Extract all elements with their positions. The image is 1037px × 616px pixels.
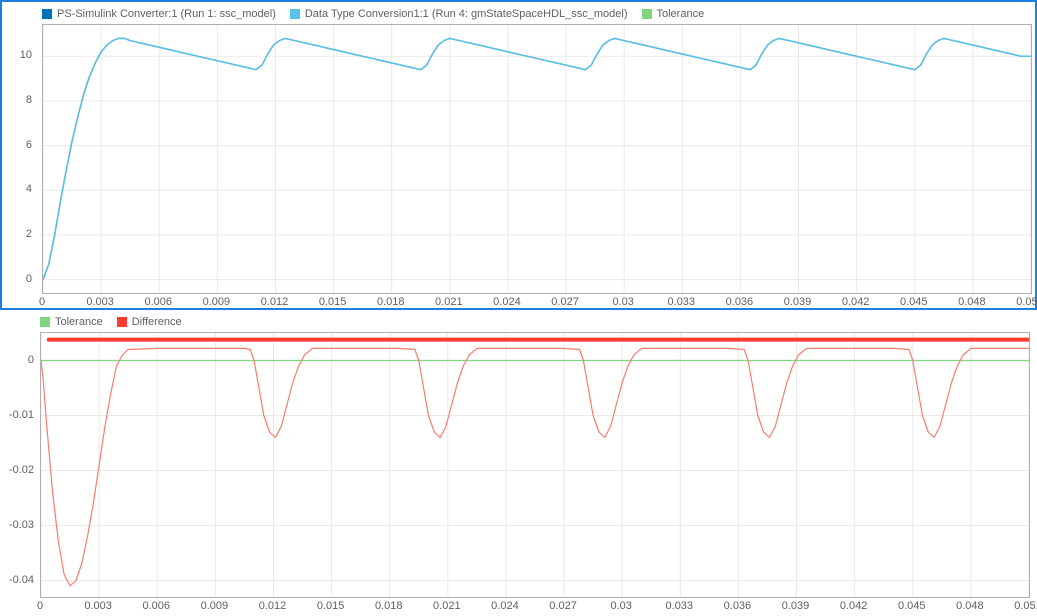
x-tick-label: 0.012 xyxy=(261,296,289,308)
x-tick-label: 0.048 xyxy=(958,296,986,308)
x-tick-label: 0.039 xyxy=(784,296,812,308)
x-tick-label: 0.039 xyxy=(782,600,810,612)
legend-item: Tolerance xyxy=(642,8,705,20)
y-tick-label: 6 xyxy=(26,139,32,151)
plot-svg xyxy=(43,25,1031,293)
series-ps-simulink xyxy=(43,38,1031,279)
x-tick-label: 0.009 xyxy=(203,296,231,308)
legend-item: Difference xyxy=(117,316,182,328)
x-tick-label: 0.042 xyxy=(840,600,868,612)
x-tick-label: 0.015 xyxy=(317,600,345,612)
x-tick-label: 0.036 xyxy=(726,296,754,308)
plot-area-signals[interactable] xyxy=(42,24,1032,294)
x-tick-label: 0.009 xyxy=(201,600,229,612)
x-tick-label: 0.027 xyxy=(551,296,579,308)
plot-area-difference[interactable] xyxy=(40,332,1030,598)
x-tick-label: 0.033 xyxy=(666,600,694,612)
y-tick-label: -0.02 xyxy=(9,464,34,476)
x-tick-label: 0.027 xyxy=(549,600,577,612)
y-tick-label: 2 xyxy=(26,228,32,240)
y-tick-label: 8 xyxy=(26,94,32,106)
x-tick-label: 0.003 xyxy=(84,600,112,612)
x-tick-label: 0.012 xyxy=(259,600,287,612)
x-tick-label: 0.024 xyxy=(491,600,519,612)
x-tick-label: 0.006 xyxy=(142,600,170,612)
x-tick-label: 0.036 xyxy=(724,600,752,612)
x-tick-label: 0.03 xyxy=(612,296,633,308)
y-tick-label: -0.04 xyxy=(9,574,34,586)
legend-item: Data Type Conversion1:1 (Run 4: gmStateS… xyxy=(290,8,628,20)
y-tick-label: 10 xyxy=(20,49,32,61)
x-tick-label: 0.033 xyxy=(668,296,696,308)
x-tick-label: 0.018 xyxy=(375,600,403,612)
legend-swatch xyxy=(40,317,50,327)
y-tick-label: 0 xyxy=(28,354,34,366)
legend-label: Tolerance xyxy=(55,316,103,328)
chart-panel-difference[interactable]: Tolerance Difference 0 0.003 0.006 0.009 0.01… xyxy=(0,310,1037,616)
x-tick-label: 0.018 xyxy=(377,296,405,308)
x-tick-label: 0.051 xyxy=(1014,600,1037,612)
x-tick-label: 0.024 xyxy=(493,296,521,308)
plot-svg xyxy=(41,333,1029,597)
series-difference xyxy=(41,348,1029,586)
legend-difference: Tolerance Difference xyxy=(40,314,1029,330)
series-data-type-conversion xyxy=(43,38,1031,279)
y-tick-label: 0 xyxy=(26,273,32,285)
legend-label: PS-Simulink Converter:1 (Run 1: ssc_mode… xyxy=(57,8,276,20)
legend-item: PS-Simulink Converter:1 (Run 1: ssc_mode… xyxy=(42,8,276,20)
legend-swatch xyxy=(642,9,652,19)
x-tick-label: 0.045 xyxy=(898,600,926,612)
x-tick-label: 0.015 xyxy=(319,296,347,308)
y-tick-label: -0.03 xyxy=(9,519,34,531)
legend-swatch xyxy=(117,317,127,327)
x-tick-label: 0.051 xyxy=(1016,296,1037,308)
legend-swatch xyxy=(290,9,300,19)
x-tick-label: 0 xyxy=(39,296,45,308)
legend-swatch xyxy=(42,9,52,19)
y-tick-label: -0.01 xyxy=(9,409,34,421)
legend-item: Tolerance xyxy=(40,316,103,328)
x-tick-label: 0.048 xyxy=(956,600,984,612)
y-tick-label: 4 xyxy=(26,183,32,195)
x-tick-label: 0.045 xyxy=(900,296,928,308)
x-tick-label: 0.021 xyxy=(433,600,461,612)
legend-label: Data Type Conversion1:1 (Run 4: gmStateS… xyxy=(305,8,628,20)
x-tick-label: 0 xyxy=(37,600,43,612)
legend-signals: PS-Simulink Converter:1 (Run 1: ssc_mode… xyxy=(42,6,1027,22)
x-tick-label: 0.03 xyxy=(610,600,631,612)
legend-label: Tolerance xyxy=(657,8,705,20)
legend-label: Difference xyxy=(132,316,182,328)
x-tick-label: 0.003 xyxy=(86,296,114,308)
x-tick-label: 0.021 xyxy=(435,296,463,308)
x-tick-label: 0.006 xyxy=(144,296,172,308)
x-tick-label: 0.042 xyxy=(842,296,870,308)
chart-panel-signals[interactable]: PS-Simulink Converter:1 (Run 1: ssc_mode… xyxy=(0,0,1037,310)
